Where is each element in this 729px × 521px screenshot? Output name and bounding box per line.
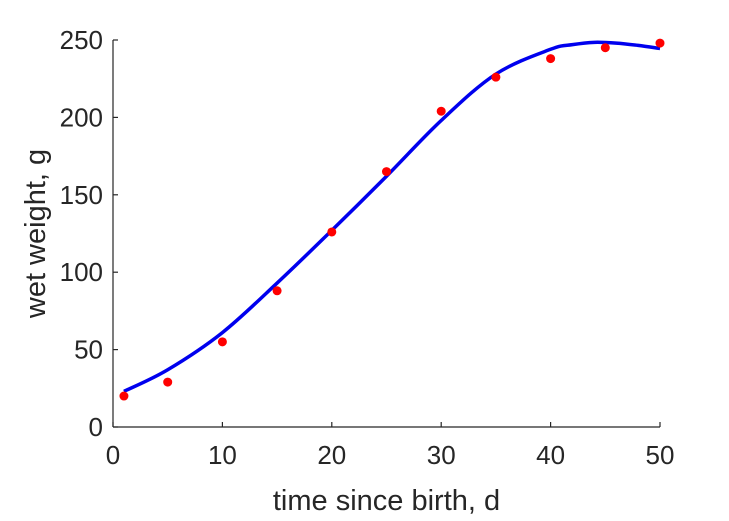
data-point	[273, 286, 282, 295]
data-point	[656, 39, 665, 48]
data-point	[437, 107, 446, 116]
data-point	[491, 73, 500, 82]
x-tick-label: 50	[646, 440, 675, 470]
x-tick-label: 40	[536, 440, 565, 470]
y-tick-label: 50	[74, 335, 103, 365]
y-axis: 0 50 100 150 200 250	[60, 25, 118, 442]
data-point	[218, 337, 227, 346]
data-point	[546, 54, 555, 63]
data-point	[327, 227, 336, 236]
x-axis-label: time since birth, d	[273, 485, 500, 517]
x-tick-label: 10	[208, 440, 237, 470]
data-point	[382, 167, 391, 176]
x-tick-label: 0	[106, 440, 120, 470]
chart: 0 10 20 30 40 50 0 50 100 150 200 250 time since b…	[0, 0, 729, 521]
y-tick-label: 100	[60, 257, 103, 287]
data-point	[119, 392, 128, 401]
x-tick-label: 20	[317, 440, 346, 470]
y-axis-label: wet weight, g	[20, 149, 52, 319]
x-axis: 0 10 20 30 40 50	[106, 422, 675, 470]
y-tick-label: 150	[60, 180, 103, 210]
fit-curve-line	[124, 42, 660, 391]
data-point	[601, 43, 610, 52]
fit-curve-layer	[124, 42, 660, 391]
y-tick-label: 0	[89, 412, 103, 442]
data-point	[163, 378, 172, 387]
y-tick-label: 200	[60, 102, 103, 132]
x-tick-label: 30	[427, 440, 456, 470]
y-tick-label: 250	[60, 25, 103, 55]
